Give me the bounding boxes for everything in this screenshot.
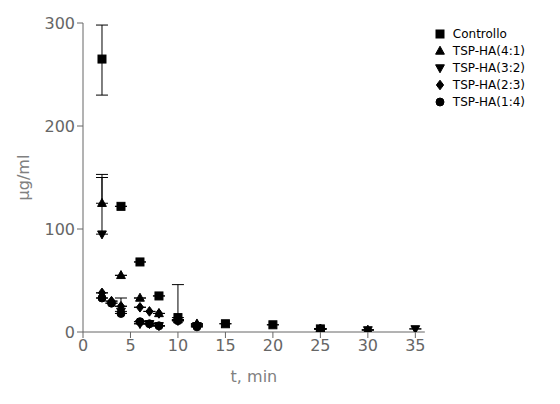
- html-text:TSP-HA(2:3): TSP-HA(2:3): [452, 78, 525, 92]
- svg-text:200: 200: [44, 117, 75, 136]
- html-text:Controllo: Controllo: [452, 27, 507, 41]
- svg-text:300: 300: [44, 14, 75, 33]
- svg-text:30: 30: [358, 336, 378, 355]
- svg-text:15: 15: [215, 336, 235, 355]
- svg-text:0: 0: [65, 323, 75, 342]
- html-text:TSP-HA(3:2): TSP-HA(3:2): [452, 61, 525, 75]
- svg-text:25: 25: [310, 336, 330, 355]
- svg-text:100: 100: [44, 220, 75, 239]
- html-text:TSP-HA(1:4): TSP-HA(1:4): [452, 95, 525, 109]
- svg-text:10: 10: [168, 336, 188, 355]
- svg-text:µg/ml: µg/ml: [14, 155, 33, 201]
- svg-text:t, min: t, min: [231, 367, 278, 386]
- svg-text:20: 20: [263, 336, 283, 355]
- html-text:TSP-HA(4:1): TSP-HA(4:1): [452, 44, 525, 58]
- svg-text:5: 5: [125, 336, 135, 355]
- svg-text:0: 0: [78, 336, 88, 355]
- svg-text:35: 35: [405, 336, 425, 355]
